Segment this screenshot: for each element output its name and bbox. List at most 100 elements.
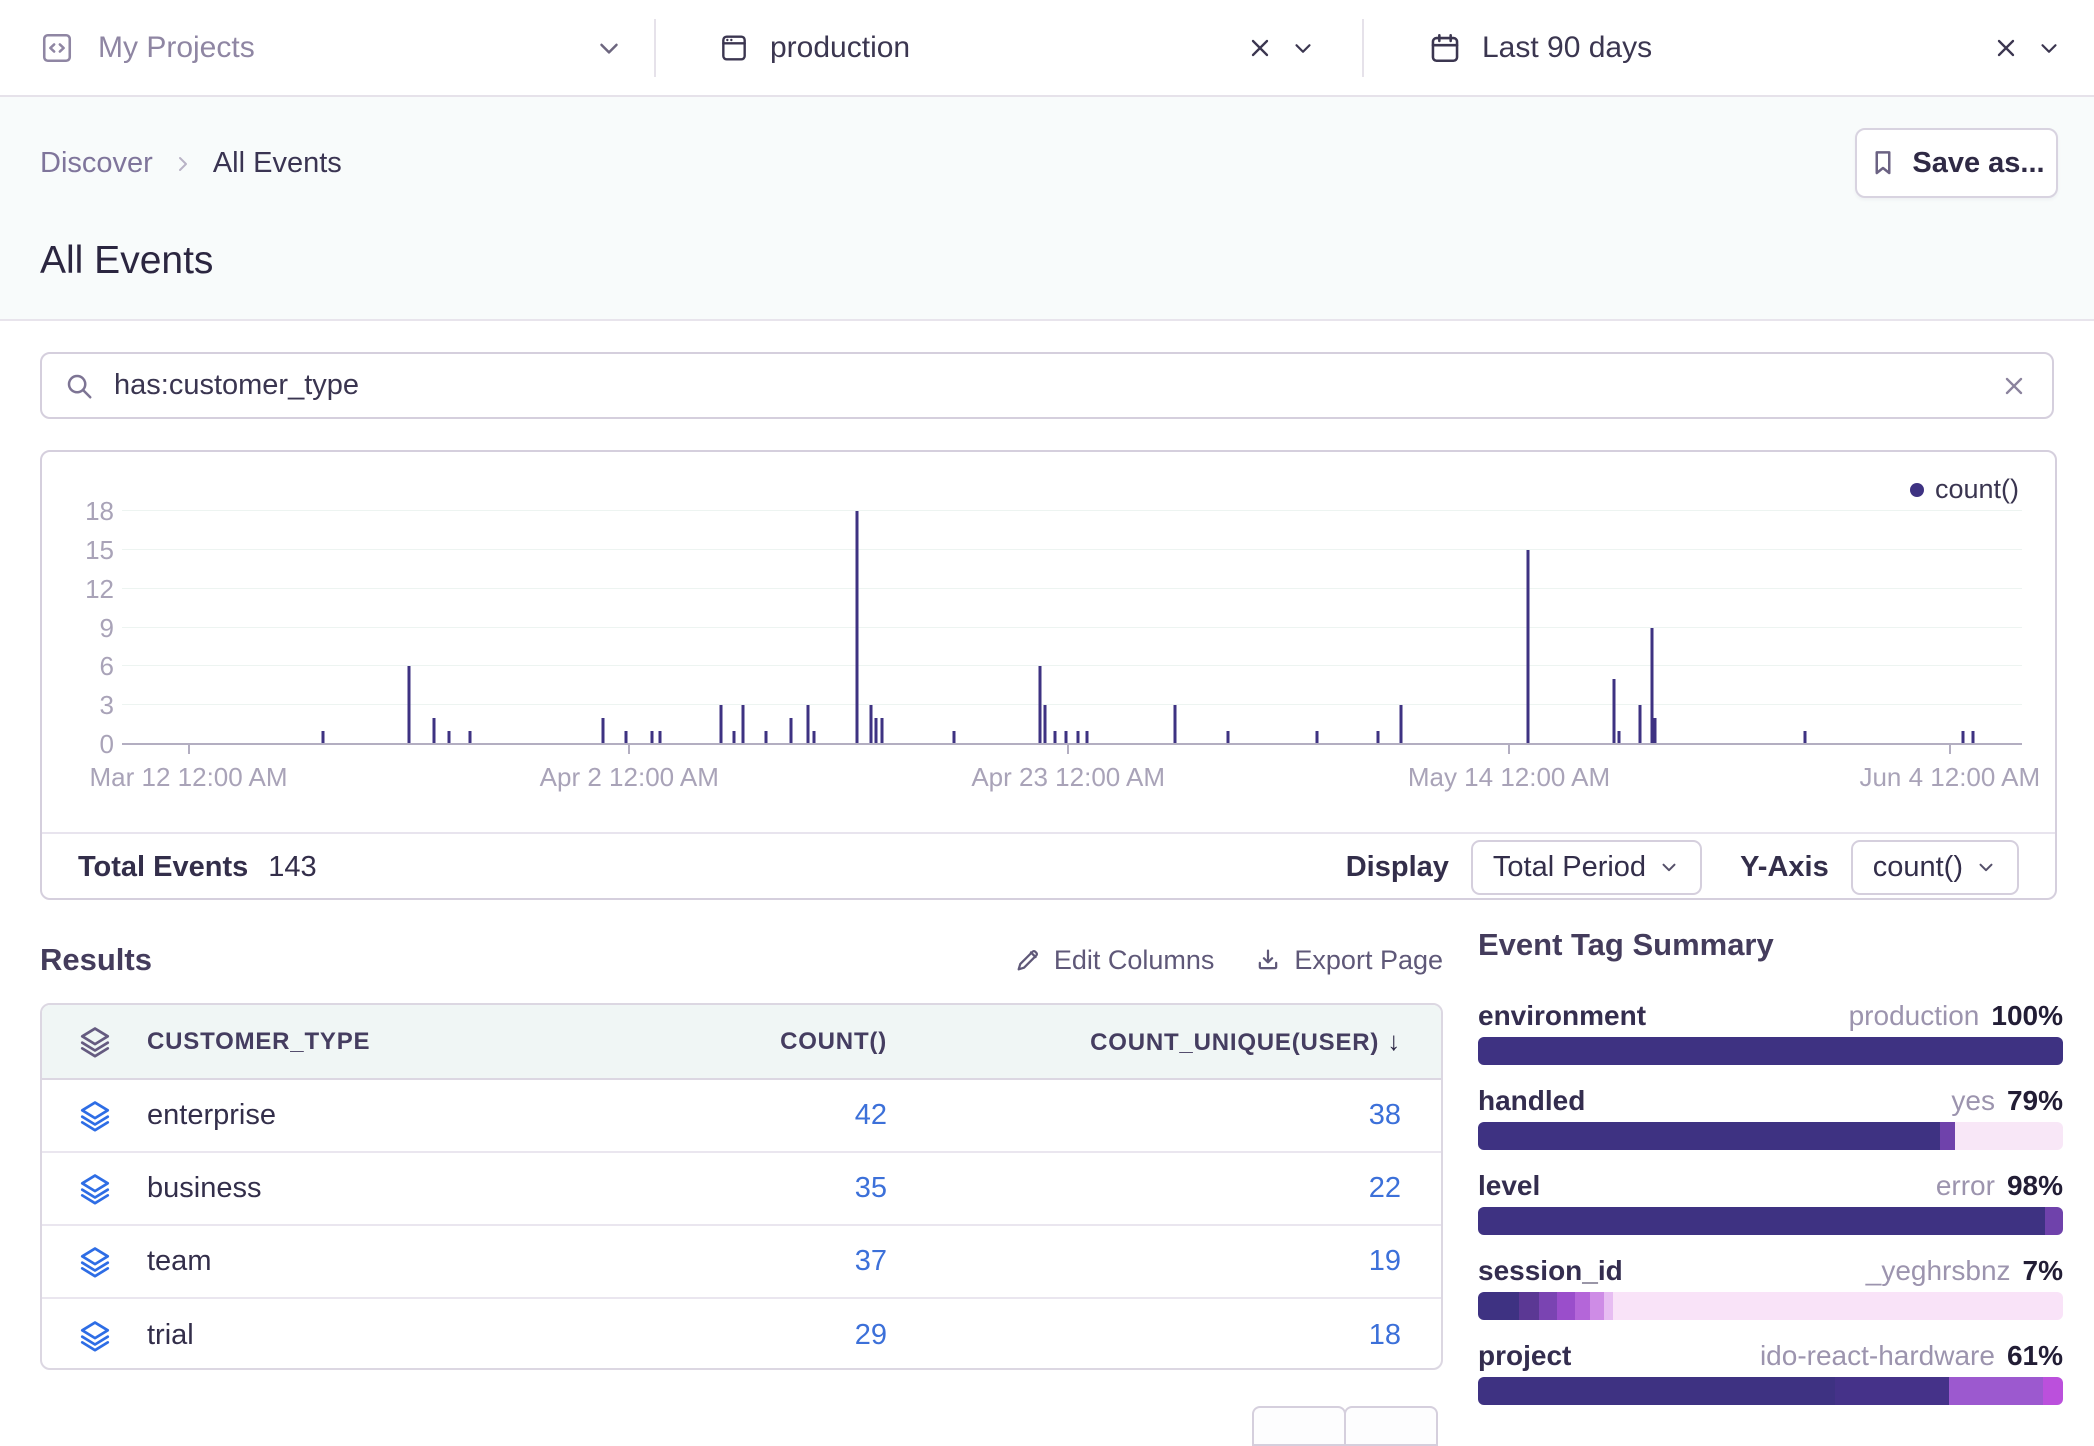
breadcrumb-current: All Events [212,147,342,179]
daterange-selector[interactable]: Last 90 days [1364,0,2094,95]
event-count-bar [1076,731,1080,744]
search-input[interactable] [112,368,2000,403]
event-count-bar [468,731,472,744]
tag-bar-segment [1539,1292,1557,1320]
count-cell[interactable]: 37 [854,1245,887,1277]
event-count-bar [1043,705,1047,744]
tag-row-header: project ido-react-hardware 61% [1478,1340,2063,1371]
save-as-button[interactable]: Save as... [1855,128,2058,198]
breadcrumb-discover-link[interactable]: Discover [40,147,153,179]
event-count-bar [658,731,662,744]
window-icon [718,32,750,64]
column-header-customer-type[interactable]: CUSTOMER_TYPE [147,1027,371,1055]
yaxis-dropdown-value: count() [1872,850,1963,883]
tag-name: session_id [1478,1255,1623,1286]
chart-legend[interactable]: count() [1909,474,2019,505]
tag-top-value: production [1848,1000,1980,1031]
tag-row-header: level error 98% [1478,1170,2063,1201]
tag-distribution-bar[interactable] [1478,1037,2063,1065]
total-events: Total Events 143 [78,851,317,884]
event-count-bar [1638,705,1642,744]
event-count-bar [1612,679,1615,744]
x-axis-tick-label: May 14 12:00 AM [1407,762,1611,792]
x-axis-tick-label: Apr 23 12:00 AM [971,762,1166,792]
column-header-count-unique[interactable]: COUNT_UNIQUE(USER) ↓ [1090,1026,1401,1056]
tag-value-cell: enterprise [147,1099,276,1131]
y-axis-tick-label: 3 [99,690,114,721]
event-count-bar [1803,731,1807,744]
display-dropdown[interactable]: Total Period [1470,839,1703,895]
table-row[interactable]: business 35 22 [42,1153,1441,1226]
event-count-bar [764,731,768,744]
y-axis-tick-label: 6 [99,651,114,682]
clear-search-icon[interactable] [2000,372,2028,400]
table-row[interactable]: enterprise 42 38 [42,1080,1441,1153]
event-count-bar [432,718,436,744]
count-unique-cell[interactable]: 19 [1368,1245,1401,1277]
count-unique-cell[interactable]: 22 [1368,1172,1401,1204]
next-page-button[interactable] [1344,1406,1438,1446]
y-axis-tick-label: 9 [99,612,114,643]
project-selector-label: My Projects [98,30,255,64]
event-count-bar [1971,731,1975,744]
column-header-count[interactable]: COUNT() [780,1027,887,1055]
tag-distribution-bar[interactable] [1478,1122,2063,1150]
x-axis-tick [187,745,190,754]
tag-distribution-bar[interactable] [1478,1377,2063,1405]
chevron-down-icon[interactable] [2036,35,2062,61]
yaxis-label: Y-Axis [1740,850,1829,883]
event-count-bar [624,731,627,744]
tag-distribution-bar[interactable] [1478,1292,2063,1320]
chevron-down-icon [1658,856,1680,878]
export-page-button[interactable]: Export Page [1254,945,1443,976]
tag-top-value: ido-react-hardware [1759,1340,1995,1371]
clear-environment-icon[interactable] [1246,34,1274,62]
event-count-bar [880,718,884,744]
gridline [122,587,2022,589]
tag-bar-segment [1478,1377,1835,1405]
clear-daterange-icon[interactable] [1992,34,2020,62]
event-count-bar [1064,731,1068,744]
count-cell[interactable]: 35 [854,1172,887,1204]
count-cell[interactable]: 42 [854,1099,887,1131]
bookmark-icon [1868,148,1898,178]
tag-value-cell: business [147,1172,262,1204]
total-events-value: 143 [268,850,317,883]
table-body: enterprise 42 38 business 35 22 team 37 … [42,1080,1441,1368]
tag-distribution-bar[interactable] [1478,1207,2063,1235]
project-selector[interactable]: My Projects [0,0,654,95]
event-count-bar [874,718,878,744]
yaxis-dropdown[interactable]: count() [1850,839,2019,895]
table-row[interactable]: trial 29 18 [42,1299,1441,1368]
layers-icon [42,1172,147,1206]
event-count-bar [732,731,736,744]
tag-name: handled [1478,1085,1586,1116]
tag-percent: 61% [2006,1340,2063,1371]
display-label: Display [1345,850,1449,883]
chevron-down-icon[interactable] [594,33,624,63]
environment-selector[interactable]: production [656,0,1362,95]
tag-bar-segment [1574,1292,1591,1320]
count-cell[interactable]: 29 [854,1319,887,1351]
event-count-bar [812,731,816,744]
count-unique-cell[interactable]: 38 [1368,1099,1401,1131]
tag-bar-segment [2042,1377,2063,1405]
event-count-bar [1526,550,1530,744]
tag-bar-segment [1612,1292,2063,1320]
event-count-bar [1650,627,1653,744]
environment-selector-label: production [770,30,911,64]
tag-bar-segment [1518,1292,1540,1320]
gridline [122,549,2022,551]
chart-plot-area [122,492,2022,744]
gridline [122,665,2022,667]
count-unique-cell[interactable]: 18 [1368,1319,1401,1351]
table-row[interactable]: team 37 19 [42,1226,1441,1299]
event-count-bar [1315,731,1319,744]
layers-icon [42,1319,147,1353]
chevron-down-icon[interactable] [1290,35,1316,61]
previous-page-button[interactable] [1252,1406,1346,1446]
edit-columns-button[interactable]: Edit Columns [1014,945,1214,976]
search-icon [64,371,94,401]
event-count-bar [1399,705,1403,744]
x-axis-tick-label: Apr 2 12:00 AM [539,762,719,792]
